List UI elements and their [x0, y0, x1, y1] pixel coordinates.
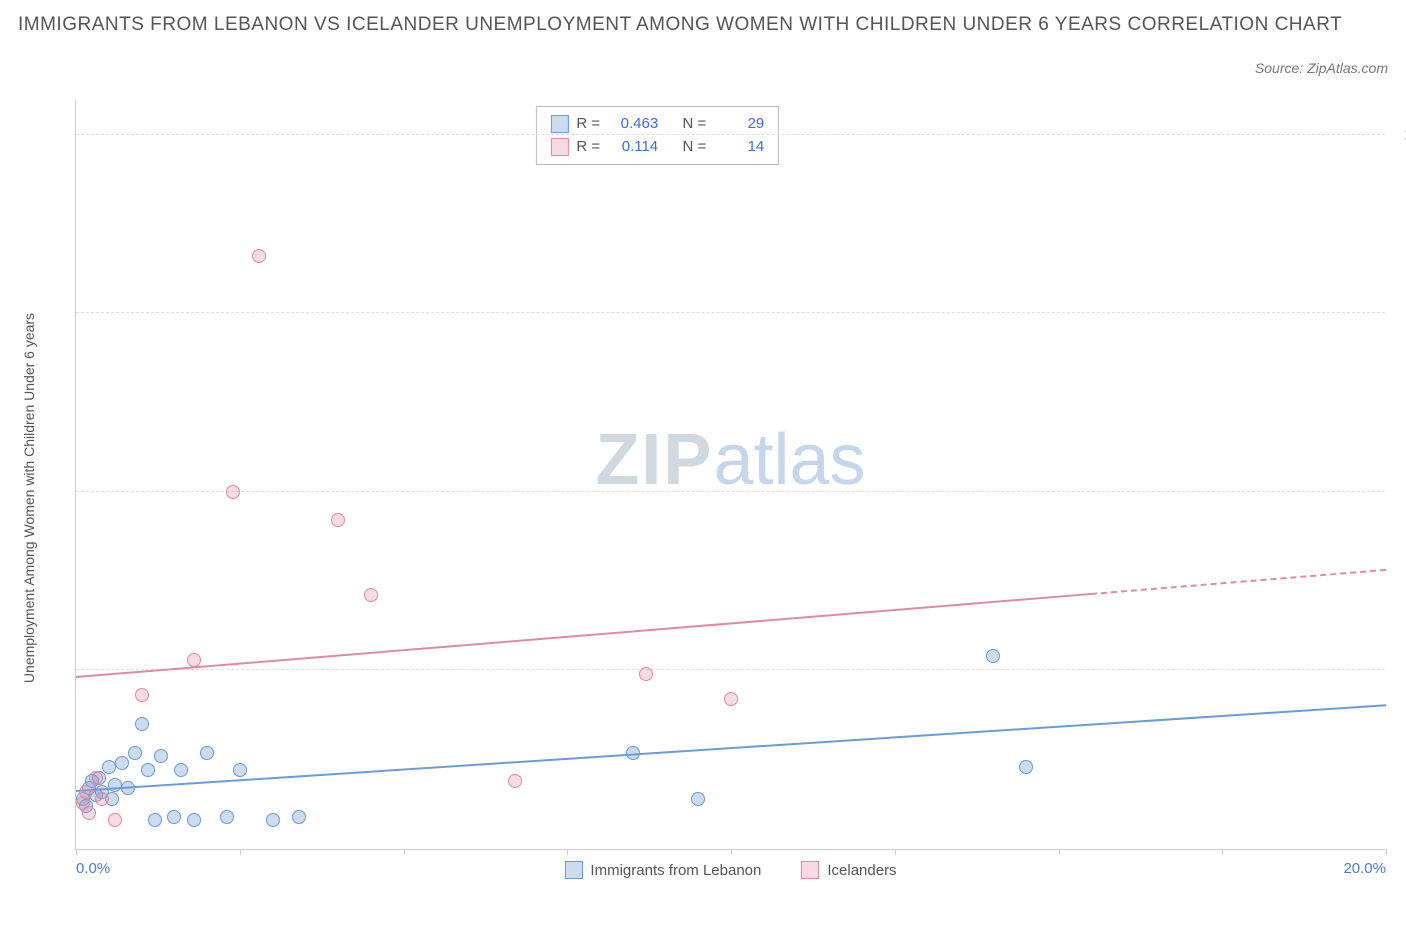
data-point-lebanon [187, 813, 201, 827]
watermark: ZIPatlas [595, 419, 865, 501]
y-tick-label: 100.0% [1395, 126, 1406, 143]
watermark-atlas: atlas [713, 420, 865, 500]
stats-row-lebanon: R = 0.463 N = 29 [550, 113, 764, 136]
stat-n-label: N = [683, 136, 707, 159]
stat-r-label: R = [576, 136, 600, 159]
y-tick-label: 50.0% [1395, 483, 1406, 500]
data-point-icelanders [135, 688, 149, 702]
trend-line-lebanon [76, 704, 1386, 792]
data-point-lebanon [1019, 760, 1033, 774]
gridline [76, 134, 1385, 135]
data-point-icelanders [724, 692, 738, 706]
data-point-lebanon [986, 649, 1000, 663]
data-point-icelanders [79, 785, 93, 799]
data-point-icelanders [364, 588, 378, 602]
x-tick [404, 849, 405, 855]
legend-item-lebanon: Immigrants from Lebanon [564, 861, 761, 879]
data-point-icelanders [108, 813, 122, 827]
gridline [76, 312, 1385, 313]
stat-r-value-lebanon: 0.463 [608, 113, 658, 136]
stats-row-icelanders: R = 0.114 N = 14 [550, 136, 764, 159]
data-point-lebanon [102, 760, 116, 774]
legend-swatch-lebanon [550, 115, 568, 133]
legend-item-icelanders: Icelanders [801, 861, 896, 879]
data-point-lebanon [148, 813, 162, 827]
data-point-icelanders [331, 513, 345, 527]
data-point-lebanon [292, 810, 306, 824]
legend-label-icelanders: Icelanders [827, 862, 896, 879]
x-tick-minor [895, 849, 896, 855]
stat-n-label: N = [683, 113, 707, 136]
data-point-lebanon [115, 756, 129, 770]
data-point-lebanon [691, 792, 705, 806]
stat-r-value-icelanders: 0.114 [608, 136, 658, 159]
gridline [76, 491, 1385, 492]
x-tick-label: 20.0% [1343, 860, 1386, 877]
stat-n-value-lebanon: 29 [714, 113, 764, 136]
chart-title: IMMIGRANTS FROM LEBANON VS ICELANDER UNE… [18, 10, 1388, 40]
data-point-icelanders [187, 653, 201, 667]
y-tick-label: 25.0% [1395, 662, 1406, 679]
legend-label-lebanon: Immigrants from Lebanon [590, 862, 761, 879]
x-tick-minor [567, 849, 568, 855]
y-tick-label: 75.0% [1395, 305, 1406, 322]
data-point-lebanon [233, 763, 247, 777]
x-tick [76, 849, 77, 855]
series-legend: Immigrants from Lebanon Icelanders [564, 861, 896, 879]
watermark-zip: ZIP [595, 420, 713, 500]
data-point-icelanders [82, 806, 96, 820]
x-tick-label: 0.0% [76, 860, 110, 877]
data-point-lebanon [154, 749, 168, 763]
data-point-lebanon [167, 810, 181, 824]
data-point-lebanon [135, 717, 149, 731]
data-point-icelanders [95, 792, 109, 806]
data-point-lebanon [200, 746, 214, 760]
gridline [76, 669, 1385, 670]
x-tick [731, 849, 732, 855]
x-tick-minor [1222, 849, 1223, 855]
data-point-icelanders [508, 774, 522, 788]
data-point-lebanon [266, 813, 280, 827]
source-label: Source: ZipAtlas.com [1255, 60, 1388, 76]
plot-area: ZIPatlas R =0.463 N =29R =0.114 N =14 Im… [75, 100, 1385, 850]
chart-container: Unemployment Among Women with Children U… [47, 100, 1387, 880]
trend-line-icelanders [1091, 568, 1386, 594]
y-axis-label: Unemployment Among Women with Children U… [21, 313, 37, 683]
data-point-icelanders [639, 667, 653, 681]
stat-r-label: R = [576, 113, 600, 136]
stat-n-value-icelanders: 14 [714, 136, 764, 159]
legend-swatch-icelanders [550, 138, 568, 156]
x-tick [1386, 849, 1387, 855]
data-point-lebanon [141, 763, 155, 777]
x-tick-minor [240, 849, 241, 855]
data-point-icelanders [252, 249, 266, 263]
legend-swatch-lebanon [564, 861, 582, 879]
legend-swatch-icelanders [801, 861, 819, 879]
data-point-lebanon [128, 746, 142, 760]
trend-line-icelanders [76, 593, 1091, 678]
data-point-icelanders [89, 771, 103, 785]
data-point-lebanon [220, 810, 234, 824]
data-point-icelanders [226, 485, 240, 499]
x-tick [1059, 849, 1060, 855]
stats-legend: R = 0.463 N = 29 R = 0.114 N = 14 [535, 106, 779, 165]
data-point-lebanon [174, 763, 188, 777]
